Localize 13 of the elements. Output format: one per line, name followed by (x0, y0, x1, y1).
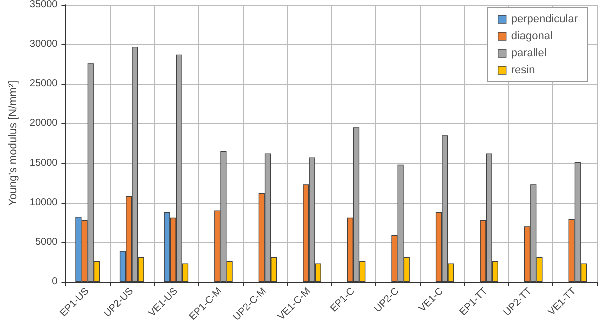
y-axis-title: Young’s modulus [N/mm²] (8, 80, 20, 206)
y-tick-label: 5000 (35, 236, 58, 248)
y-tick-label: 0 (52, 276, 58, 288)
legend-label: diagonal (511, 30, 553, 42)
y-tick-label: 30000 (30, 39, 58, 50)
y-tick-label: 25000 (30, 78, 58, 90)
y-tick-label: 10000 (30, 197, 58, 208)
legend-label: resin (511, 64, 536, 76)
y-tick-label: 20000 (30, 118, 58, 130)
legend-label: perpendicular (511, 14, 578, 26)
legend-label: parallel (511, 48, 547, 60)
y-tick-label: 35000 (30, 0, 58, 10)
y-tick-label: 15000 (30, 158, 58, 169)
